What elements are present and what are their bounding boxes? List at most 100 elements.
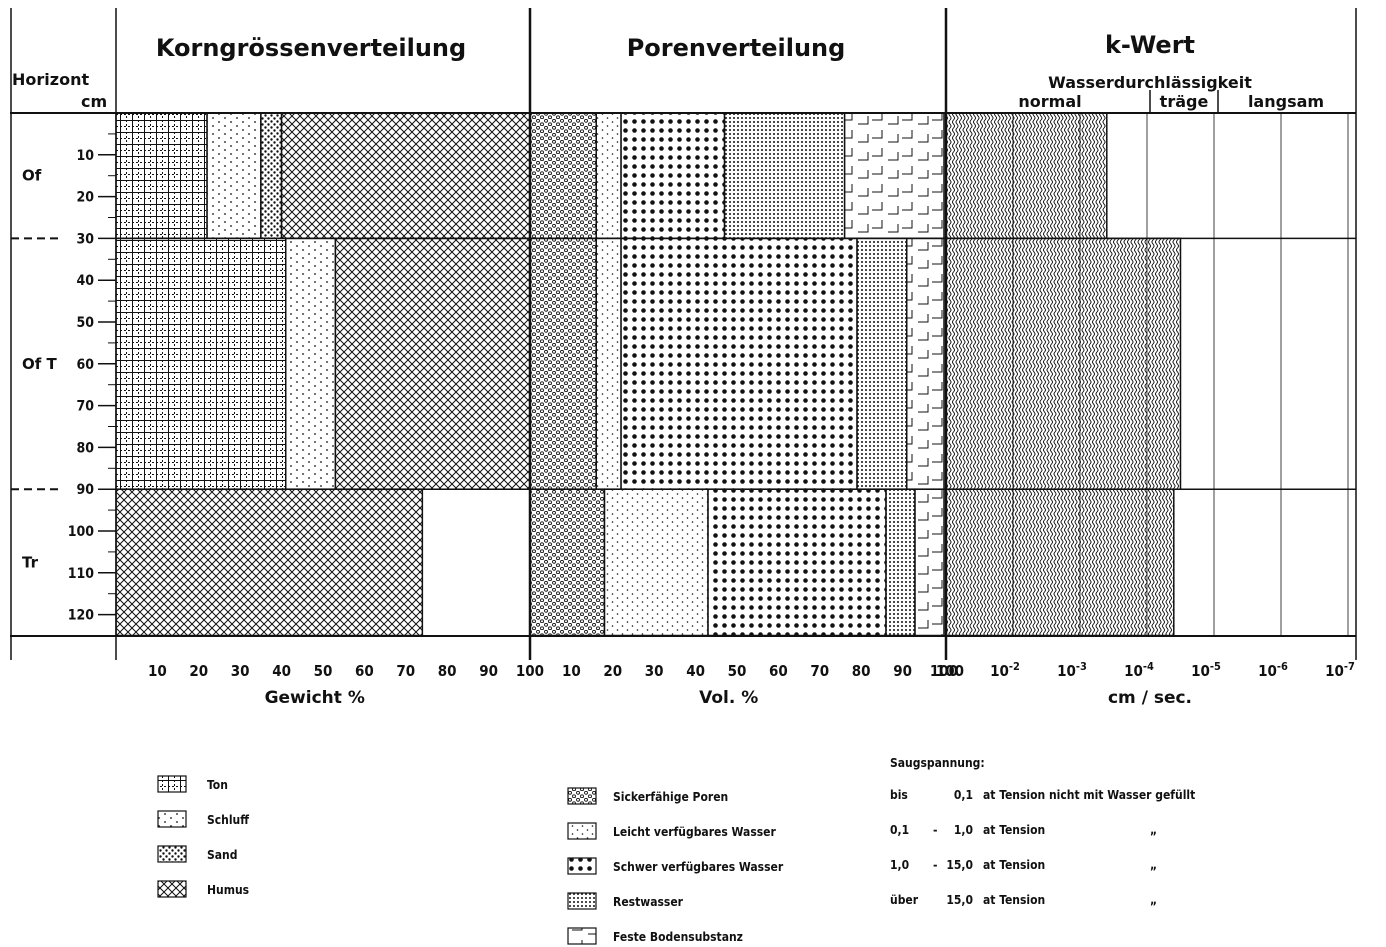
legend-swatch-leicht [567, 822, 597, 840]
x-tick-label: 30 [645, 662, 664, 680]
tension-value: 15,0 [946, 858, 973, 872]
k-tick-base: 10 [990, 662, 1009, 680]
ditto-mark: „ [1150, 893, 1157, 907]
ditto-mark: „ [1150, 823, 1157, 837]
tension-text: at Tension [983, 893, 1045, 907]
legend-label-schluff: Schluff [207, 813, 249, 827]
x-tick-label: 20 [189, 662, 208, 680]
legend-swatch-sand [157, 845, 187, 863]
bar-humus-tr [115, 488, 424, 637]
bar-humus-of [280, 112, 531, 240]
bar-schwer-of [620, 112, 726, 240]
k-tick-base: 10 [1258, 662, 1277, 680]
depth-tick-label: 50 [76, 315, 94, 331]
x-tick-label: 90 [893, 662, 912, 680]
legend-label-sicker: Sickerfähige Poren [613, 790, 728, 804]
tension-value: 0,1 [954, 788, 973, 802]
legend-swatch-sicker [567, 787, 597, 805]
legend-swatch-schwer [567, 857, 597, 875]
depth-tick-label: 60 [76, 357, 94, 373]
bar-sicker-tr [529, 488, 606, 637]
bar-schluff-of [206, 112, 262, 240]
tension-prefix: über [890, 893, 919, 907]
k-tick-base: 10 [1191, 662, 1210, 680]
k-tick-label: 10-2 [990, 660, 1020, 680]
tension-prefix: 1,0 [890, 858, 909, 872]
horizon-label-tr: Tr [22, 553, 39, 571]
bar-sicker-of [529, 112, 597, 240]
x-axis-label: Gewicht % [265, 688, 365, 708]
bar-fest-of [843, 112, 945, 240]
bar-leicht-tr [603, 488, 709, 637]
x-tick-label: 30 [231, 662, 250, 680]
k-tick-exp: -6 [1277, 660, 1288, 673]
bar-leicht-oft [595, 237, 622, 490]
bar-schwer-tr [707, 488, 887, 637]
depth-tick-label: 10 [76, 148, 94, 164]
legend-swatch-fest [567, 927, 597, 945]
x-axis-label: cm / sec. [1108, 688, 1192, 708]
tension-text: at Tension [983, 823, 1045, 837]
x-tick-label: 60 [355, 662, 374, 680]
k-class-traege: träge [1160, 92, 1209, 111]
legend-label-humus: Humus [207, 883, 249, 897]
tension-prefix: bis [890, 788, 908, 802]
tension-text: at Tension [983, 858, 1045, 872]
k-class-langsam: langsam [1248, 92, 1324, 111]
bar-rest-tr [885, 488, 916, 637]
bar-schwer-oft [620, 237, 858, 490]
depth-tick-label: 120 [68, 608, 95, 624]
tension-value: 15,0 [946, 893, 973, 907]
horizon-label-oft: Of T [22, 355, 57, 373]
k-tick-exp: -5 [1210, 660, 1221, 673]
x-tick-label: 70 [396, 662, 415, 680]
x-tick-label: 60 [769, 662, 788, 680]
title-korngroessen: Korngrössenverteilung [156, 34, 466, 62]
tension-dash: - [933, 858, 937, 872]
k-tick-label: 10-6 [1258, 660, 1288, 680]
x-tick-label: 80 [438, 662, 457, 680]
depth-tick-label: 110 [68, 566, 95, 582]
bar-humus-oft [334, 237, 531, 490]
k-tick-label: 10-3 [1057, 660, 1087, 680]
title-porenverteilung: Porenverteilung [627, 34, 846, 62]
x-tick-label: 20 [603, 662, 622, 680]
legend-label-schwer: Schwer verfügbares Wasser [613, 860, 784, 874]
bar-kwert-oft [945, 237, 1182, 490]
legend-label-leicht: Leicht verfügbares Wasser [613, 825, 776, 839]
x-tick-label: 50 [728, 662, 747, 680]
k-tick-base: 10 [1325, 662, 1344, 680]
bar-leicht-of [595, 112, 622, 240]
k-tick-label: 10-5 [1191, 660, 1221, 680]
saugspannung-title: Saugspannung: [890, 756, 985, 770]
bar-kwert-tr [945, 488, 1175, 637]
depth-tick-label: 80 [76, 440, 94, 456]
ditto-mark: „ [1150, 858, 1157, 872]
x-tick-label: 100 [516, 662, 544, 680]
k-class-normal: normal [1018, 92, 1081, 111]
tension-text: at Tension nicht mit Wasser gefüllt [983, 788, 1195, 802]
bar-ton-oft [115, 237, 287, 490]
x-tick-label: 10 [562, 662, 581, 680]
legend-label-ton: Ton [207, 778, 228, 792]
depth-tick-label: 90 [76, 482, 94, 498]
legend-swatch-humus [157, 880, 187, 898]
k-tick-label: 10-4 [1124, 660, 1154, 680]
bar-sand-of [260, 112, 283, 240]
x-tick-label: 40 [686, 662, 705, 680]
depth-tick-label: 40 [76, 273, 94, 289]
legend-swatch-ton [157, 775, 187, 793]
x-tick-label: 80 [852, 662, 871, 680]
k-tick-exp: -3 [1076, 660, 1087, 673]
bar-fest-oft [905, 237, 945, 490]
bar-rest-oft [856, 237, 908, 490]
legend-label-rest: Restwasser [613, 895, 684, 909]
tension-value: 1,0 [954, 823, 973, 837]
x-tick-label: 90 [479, 662, 498, 680]
cm-label: cm [81, 92, 107, 111]
legend-swatch-schluff [157, 810, 187, 828]
depth-tick-label: 70 [76, 399, 94, 415]
subtitle-wasserdurchlaessigkeit: Wasserdurchlässigkeit [1048, 73, 1252, 92]
bar-sicker-oft [529, 237, 597, 490]
k-tick-base: 10 [1057, 662, 1076, 680]
